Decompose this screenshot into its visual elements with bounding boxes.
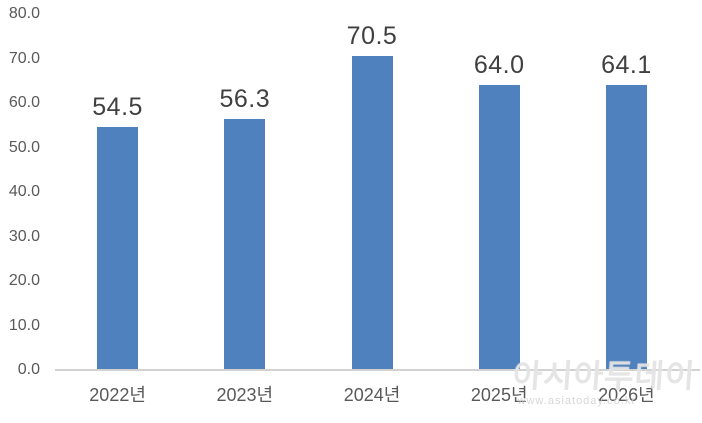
x-axis-line	[55, 369, 700, 371]
bar-slot: 64.0	[436, 14, 563, 370]
y-tick-label: 60.0	[8, 94, 40, 111]
bar-slot: 56.3	[181, 14, 308, 370]
plot-area: 54.5 56.3 70.5 64.0 64.1	[54, 14, 690, 370]
bar-value-label: 64.0	[473, 51, 525, 80]
bar	[97, 127, 139, 370]
y-tick-label: 30.0	[8, 227, 40, 245]
x-axis: 2022년 2023년 2024년 2025년 2026년	[54, 384, 690, 406]
bar-slot: 70.5	[308, 14, 435, 370]
y-tick-label: 50.0	[8, 138, 40, 156]
x-tick-label: 2026년	[598, 385, 655, 405]
bar-value-label: 70.5	[346, 22, 398, 51]
x-tick-label: 2024년	[343, 385, 401, 405]
bar	[224, 119, 266, 370]
y-tick-label: 10.0	[8, 316, 40, 334]
bar-value-label: 64.1	[601, 50, 652, 79]
bar	[605, 84, 647, 370]
bar-slot: 54.5	[54, 14, 181, 370]
y-tick-label: 70.0	[8, 49, 40, 67]
bar-slot: 64.1	[563, 14, 690, 370]
y-tick-label: 20.0	[8, 272, 40, 289]
x-tick-label: 2023년	[216, 385, 274, 405]
y-axis: 0.0 10.0 20.0 30.0 40.0 50.0 60.0 70.0 80.0	[0, 0, 44, 423]
bar-value-label: 54.5	[92, 93, 143, 122]
x-tick-label: 2022년	[89, 385, 146, 405]
bar	[351, 56, 393, 370]
x-tick-label: 2025년	[470, 385, 528, 405]
y-tick-label: 0.0	[17, 361, 40, 378]
y-tick-label: 80.0	[8, 5, 40, 22]
bar	[478, 85, 520, 370]
y-tick-label: 40.0	[8, 183, 40, 200]
bar-value-label: 56.3	[219, 85, 271, 114]
